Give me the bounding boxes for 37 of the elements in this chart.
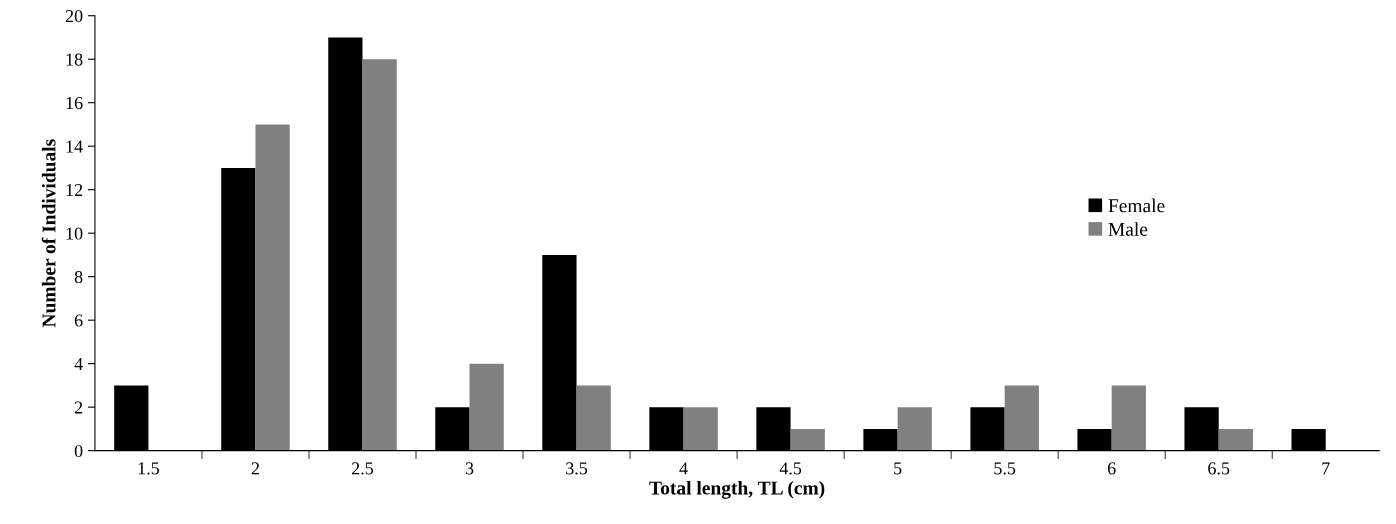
y-tick-label: 0 — [74, 444, 83, 458]
y-tick-label: 2 — [74, 401, 83, 414]
y-tick-label: 18 — [66, 53, 83, 66]
bar — [576, 385, 611, 451]
bar — [1218, 428, 1253, 451]
bar — [683, 407, 718, 451]
x-tick-label: 7 — [1322, 462, 1330, 475]
y-axis-title: Number of Individuals — [41, 139, 56, 328]
x-tick-label: 3 — [465, 462, 474, 475]
y-tick-label: 20 — [65, 9, 83, 23]
y-tick-label: 16 — [66, 97, 83, 110]
bar — [469, 363, 504, 451]
bar — [897, 407, 932, 451]
x-tick-label: 5.5 — [994, 462, 1016, 475]
bar — [255, 124, 290, 451]
y-tick-label: 10 — [66, 227, 83, 240]
legend-label: Female — [1108, 198, 1165, 213]
x-tick-label: 6 — [1107, 462, 1116, 475]
bar — [1111, 385, 1146, 451]
bar — [1004, 385, 1039, 451]
x-tick-label: 2 — [251, 462, 259, 475]
x-tick-label: 6.5 — [1208, 462, 1230, 475]
x-tick-label: 1.5 — [138, 462, 160, 475]
y-tick-label: 4 — [74, 358, 83, 370]
x-tick-label: 4.5 — [779, 462, 802, 475]
y-tick-label: 6 — [74, 314, 83, 327]
x-tick-label: 5 — [894, 462, 902, 475]
y-tick-label: 8 — [74, 270, 83, 284]
x-tick-label: 3.5 — [566, 462, 588, 475]
bar — [790, 428, 825, 451]
x-tick-label: 4 — [679, 462, 688, 475]
y-tick-label: 12 — [66, 184, 83, 196]
x-axis-title: Total length, TL (cm) — [649, 480, 825, 499]
bar — [362, 59, 397, 451]
legend-label: Male — [1108, 222, 1148, 236]
x-tick-label: 2.5 — [352, 462, 374, 475]
y-tick-label: 14 — [66, 140, 83, 153]
